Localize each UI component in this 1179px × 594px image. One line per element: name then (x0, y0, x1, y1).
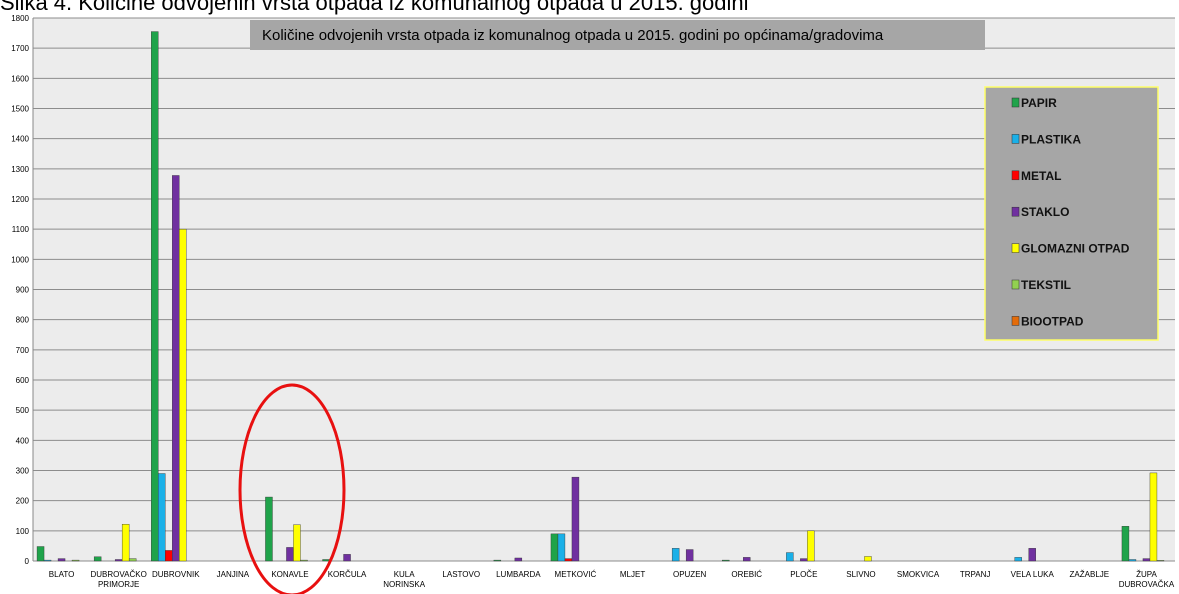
bar (800, 558, 808, 562)
x-tick-label: LASTOVO (442, 570, 480, 579)
bar (1149, 472, 1158, 562)
x-tick-label: METKOVIĆ (555, 570, 597, 579)
bar (300, 559, 308, 562)
legend-swatch (1011, 279, 1020, 290)
x-tick-label: DUBROVNIK (152, 570, 200, 579)
legend-label: BIOOTPAD (1021, 314, 1084, 328)
bar (514, 557, 523, 562)
x-tick-label: MLJET (620, 570, 645, 579)
bar (564, 558, 573, 562)
legend-swatch (1011, 134, 1020, 144)
bar (557, 533, 566, 562)
y-tick-label: 1100 (12, 225, 30, 234)
legend-swatch (1011, 316, 1020, 326)
legend-swatch (1011, 206, 1020, 217)
x-tick-label: ŽUPA DUBROVAČKA (1119, 570, 1175, 589)
bar (343, 554, 351, 562)
bar (1128, 559, 1137, 562)
caption: Slika 4. Količine odvojenih vrsta otpada… (0, 0, 749, 15)
bar (43, 559, 52, 562)
bar (550, 533, 559, 562)
y-tick-label: 100 (16, 527, 30, 536)
y-tick-label: 1600 (11, 74, 29, 83)
bar (722, 559, 730, 562)
x-tick-label: SMOKVICA (897, 570, 940, 579)
bar (493, 559, 502, 562)
x-tick-label: OREBIĆ (731, 570, 762, 579)
y-tick-label: 1700 (11, 44, 29, 53)
legend-box (984, 86, 1159, 341)
y-tick-label: 300 (16, 467, 30, 476)
bar (121, 523, 130, 562)
bar (571, 476, 580, 562)
bar (165, 550, 173, 562)
y-tick-label: 500 (16, 406, 30, 415)
chart-title: Količine odvojenih vrsta otpada iz komun… (262, 27, 884, 44)
y-tick-label: 400 (16, 436, 30, 445)
y-tick-label: 1300 (11, 165, 29, 174)
bar (1156, 560, 1165, 562)
x-tick-label: KORČULA (328, 570, 367, 579)
y-tick-label: 1400 (11, 135, 29, 144)
bar (1028, 548, 1036, 562)
legend-label: METAL (1021, 169, 1061, 183)
y-tick-label: 700 (16, 346, 30, 355)
bar (128, 558, 137, 562)
bar (151, 31, 159, 562)
bar (743, 557, 751, 562)
bar (172, 175, 180, 562)
bar (265, 496, 273, 562)
x-tick-label: KULA NORINSKA (383, 570, 425, 589)
bar (158, 473, 166, 562)
bar (286, 547, 294, 562)
bar (322, 559, 330, 562)
legend-label: STAKLO (1021, 205, 1069, 219)
x-tick-label: DUBROVAČKO PRIMORJE (90, 570, 146, 589)
x-tick-label: SLIVNO (846, 570, 875, 579)
legend-label: GLOMAZNI OTPAD (1021, 242, 1130, 256)
bar (71, 559, 80, 562)
bar (93, 556, 102, 562)
legend-label: TEKSTIL (1021, 278, 1071, 292)
x-tick-label: PLOČE (790, 570, 817, 579)
bar (685, 549, 694, 562)
legend-swatch (1011, 97, 1020, 108)
legend-swatch (1011, 170, 1020, 181)
legend-swatch (1011, 243, 1020, 253)
y-tick-label: 1200 (11, 195, 29, 204)
bar (36, 546, 45, 562)
bar (671, 548, 680, 562)
x-tick-label: ZAŽABLJE (1070, 570, 1110, 579)
y-tick-label: 200 (16, 497, 30, 506)
y-tick-label: 800 (16, 316, 30, 325)
bar (1014, 557, 1022, 562)
bar (57, 558, 66, 562)
y-tick-label: 900 (16, 286, 30, 295)
legend-label: PLASTIKA (1021, 132, 1081, 146)
x-tick-label: JANJINA (217, 570, 250, 579)
x-tick-label: TRPANJ (960, 570, 991, 579)
bar (864, 556, 872, 562)
bar (807, 530, 815, 562)
bar (293, 524, 301, 562)
bar (1142, 558, 1151, 562)
legend-label: PAPIR (1021, 96, 1057, 110)
bar (786, 552, 794, 562)
y-tick-label: 0 (25, 557, 30, 566)
x-tick-label: VELA LUKA (1011, 570, 1055, 579)
x-tick-label: OPUZEN (673, 570, 707, 579)
x-tick-label: BLATO (49, 570, 75, 579)
y-tick-label: 1000 (11, 255, 29, 264)
highlight-circle (238, 383, 346, 594)
bar (1121, 526, 1130, 562)
x-tick-label: KONAVLE (271, 570, 308, 579)
y-tick-label: 600 (16, 376, 30, 385)
title-box (250, 20, 985, 50)
y-tick-label: 1500 (11, 105, 29, 114)
y-tick-label: 1800 (11, 14, 29, 23)
x-tick-label: LUMBARDA (496, 570, 541, 579)
bar (179, 228, 187, 562)
bar (114, 559, 123, 562)
